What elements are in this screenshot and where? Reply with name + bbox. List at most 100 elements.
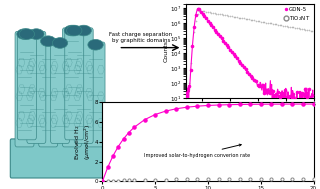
Point [260,83,265,86]
Point [250,19,255,22]
Point [236,16,241,19]
Point [257,20,262,23]
Point [233,55,238,58]
Point [241,17,246,20]
Point [231,53,236,56]
Point [142,118,147,121]
Point [207,11,212,14]
Point [265,21,270,24]
Ellipse shape [29,29,44,40]
Point [270,89,276,92]
Point [260,20,265,23]
Point [198,10,204,13]
Point [217,13,222,16]
Point [116,145,121,148]
Ellipse shape [52,38,68,48]
Point [248,103,253,106]
Point [279,177,284,180]
Point [142,178,147,181]
Point [277,97,282,100]
Point [286,25,291,28]
Point [296,27,301,30]
Point [269,177,274,180]
Point [192,30,197,33]
Point [286,97,291,100]
Point [184,178,189,181]
Point [264,21,269,24]
Point [202,15,207,18]
Point [245,70,250,73]
Point [274,92,279,95]
Ellipse shape [19,29,35,40]
Point [197,9,202,12]
Point [153,113,158,116]
Point [211,26,216,29]
Point [243,67,248,70]
Ellipse shape [88,40,103,50]
Point [279,101,284,104]
Point [246,72,252,75]
Point [235,57,240,60]
Point [100,180,105,183]
Point [248,177,253,180]
Point [287,25,292,28]
Point [126,131,132,134]
Point [264,91,269,94]
Point [185,91,190,94]
Point [238,16,243,19]
Point [284,105,289,108]
Point [226,14,231,17]
Point [257,85,262,88]
Point [212,12,217,15]
Point [216,12,221,15]
Point [287,94,292,97]
Point [132,126,137,129]
Point [183,93,188,96]
Point [289,97,294,100]
Point [205,178,211,181]
Point [248,18,253,21]
Point [294,91,300,94]
Ellipse shape [41,36,56,46]
Point [310,94,315,97]
Point [298,27,303,30]
Point [248,75,253,78]
Point [192,26,197,29]
Point [183,104,188,107]
Point [284,25,289,28]
Point [300,177,306,180]
Point [243,17,248,20]
Point [216,104,221,107]
Point [277,23,282,26]
Point [258,103,263,106]
Point [274,23,279,26]
Point [153,178,158,181]
Point [195,8,200,11]
FancyBboxPatch shape [10,139,115,178]
Point [228,48,233,51]
Point [216,178,221,181]
Point [291,26,296,29]
Point [246,18,252,21]
Point [258,85,263,88]
Point [300,92,305,95]
Point [121,137,126,140]
Point [204,17,209,20]
Point [217,35,222,38]
Point [187,81,192,84]
Point [269,103,274,106]
Point [255,19,260,22]
FancyBboxPatch shape [27,31,46,143]
Point [209,24,214,27]
Point [281,24,286,27]
Point [301,28,306,31]
FancyBboxPatch shape [62,28,81,147]
Point [235,16,240,19]
Point [195,13,200,16]
Point [289,26,294,29]
Point [229,50,234,53]
FancyBboxPatch shape [74,28,93,143]
Point [262,92,267,95]
Point [298,101,303,104]
Point [270,22,276,25]
